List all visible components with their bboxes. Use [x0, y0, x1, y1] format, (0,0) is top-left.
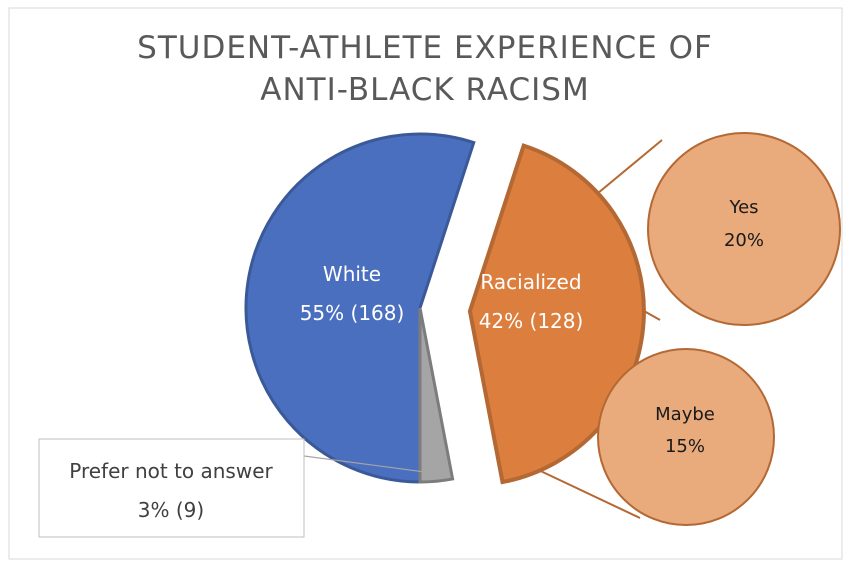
- breakdown-bubble-maybe: [597, 348, 775, 526]
- callout-box-prefer-not-to-answer: [38, 438, 305, 538]
- slice-label-racialized-name: Racialized: [480, 270, 581, 294]
- chart-title-line-2: ANTI-BLACK RACISM: [260, 72, 589, 108]
- bubble-label-yes-value: 20%: [724, 230, 764, 251]
- bubble-label-maybe-name: Maybe: [655, 404, 715, 425]
- pie-slice-white: [244, 132, 476, 484]
- bubble-label-yes-name: Yes: [728, 197, 758, 218]
- callout-label-value: 3% (9): [138, 498, 204, 522]
- chart-title-line-1: STUDENT-ATHLETE EXPERIENCE OF: [137, 30, 713, 66]
- breakdown-bubble-yes: [647, 132, 841, 326]
- connector-line-maybe-bottom: [529, 465, 641, 519]
- slice-label-white-value: 55% (168): [300, 301, 405, 325]
- callout-label-name: Prefer not to answer: [69, 459, 273, 483]
- pie-slice-prefer-not-to-answer: [418, 307, 455, 484]
- bubble-label-maybe-value: 15%: [665, 436, 705, 457]
- callout-leader-line: [303, 455, 441, 475]
- slice-label-white-name: White: [323, 262, 381, 286]
- pie-slice-racialized: [467, 143, 646, 485]
- chart-border: [8, 7, 843, 560]
- slice-label-racialized-value: 42% (128): [479, 309, 584, 333]
